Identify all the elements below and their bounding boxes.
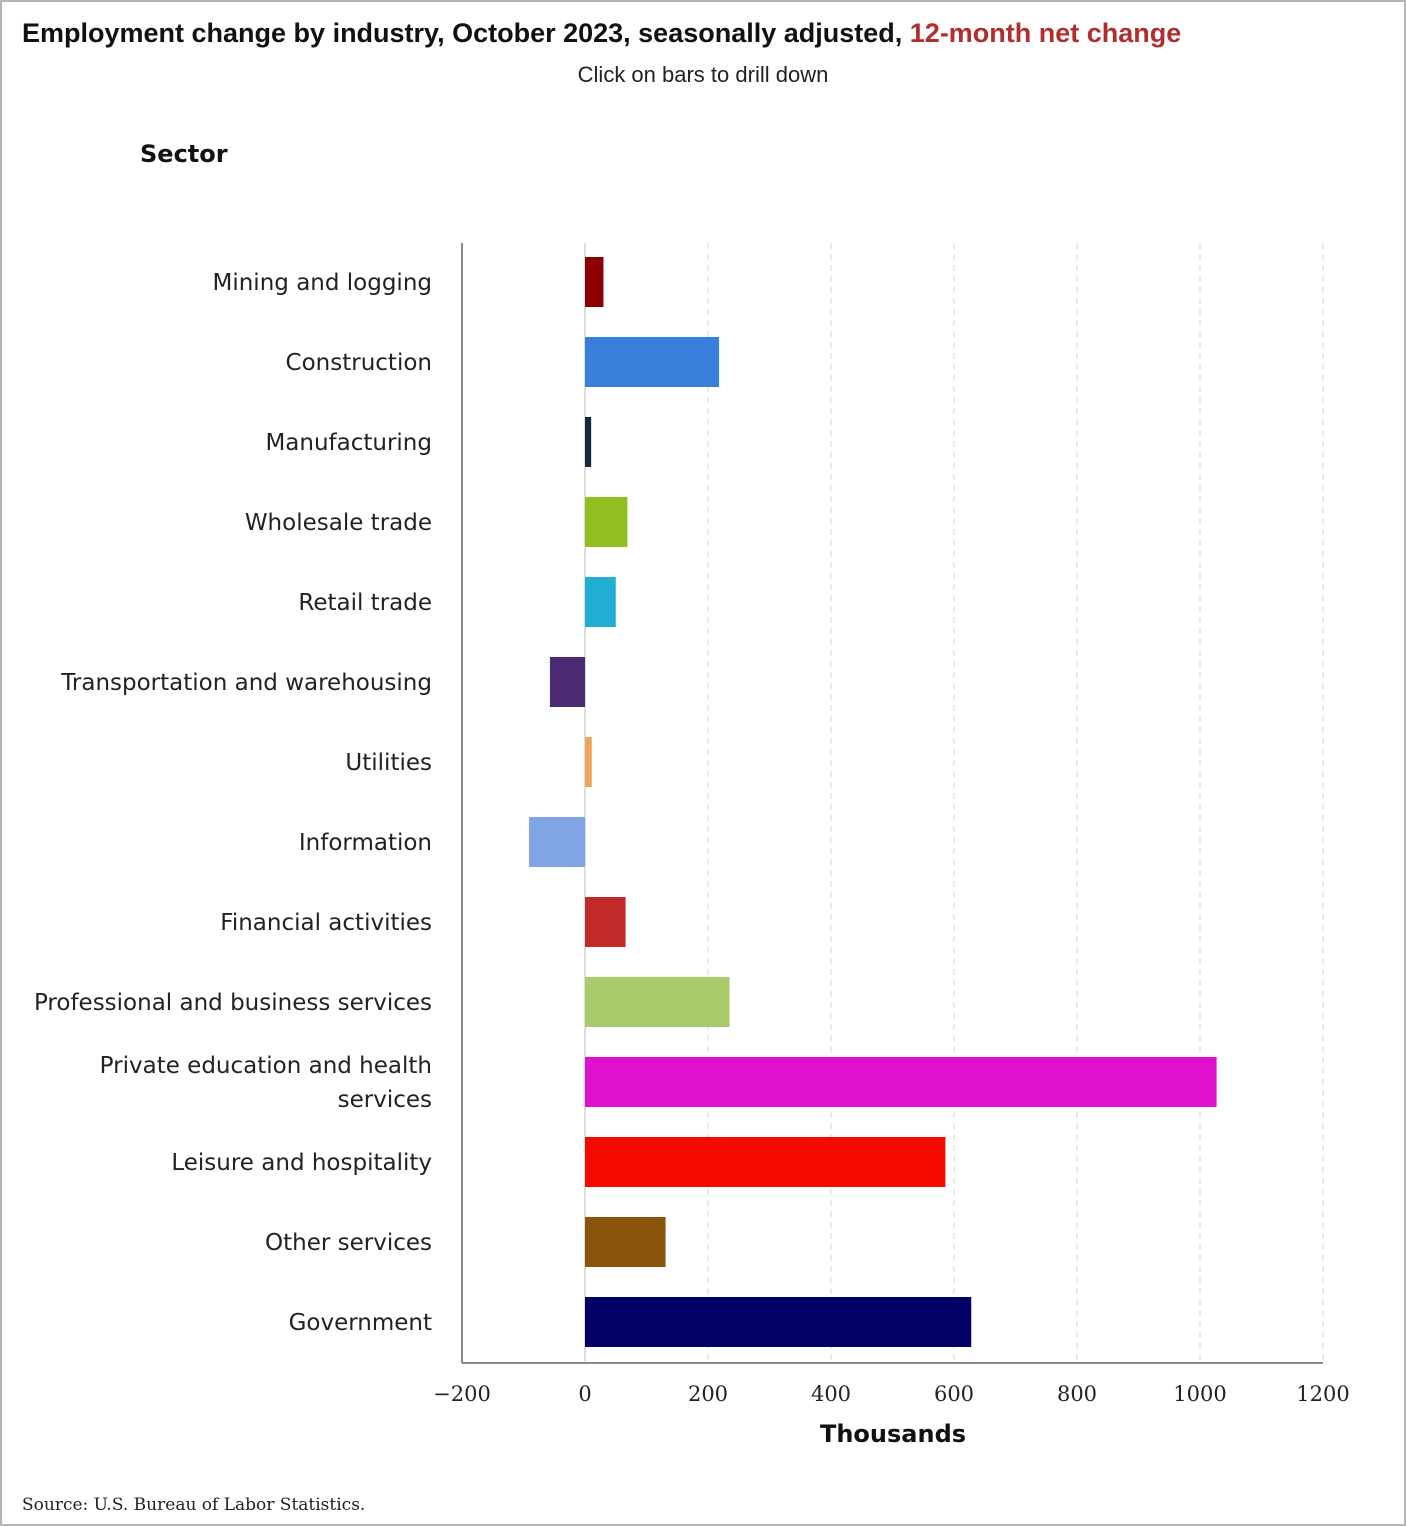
category-label: Financial activities [220, 910, 432, 936]
category-label: Government [289, 1310, 432, 1336]
category-label-line: Utilities [345, 750, 432, 776]
category-label: Manufacturing [265, 430, 432, 456]
x-tick-label: 1000 [1173, 1382, 1226, 1406]
category-label: Wholesale trade [245, 510, 432, 536]
bar-professional-and-business-services[interactable] [585, 977, 730, 1027]
tick-labels: −200 0 200 400 600 800 1000 1200 [433, 1382, 1350, 1406]
bar-utilities[interactable] [585, 737, 592, 787]
category-label: Retail trade [298, 590, 432, 616]
bar-transportation-and-warehousing[interactable] [550, 657, 585, 707]
x-tick-label: 200 [688, 1382, 728, 1406]
bar-financial-activities[interactable] [585, 897, 626, 947]
axes [462, 243, 1323, 1363]
category-label-line: Leisure and hospitality [171, 1150, 432, 1176]
x-tick-label: 1200 [1296, 1382, 1349, 1406]
category-label: Leisure and hospitality [171, 1150, 432, 1176]
category-label-line: Professional and business services [34, 990, 432, 1016]
x-axis-title: Thousands [0, 1420, 1406, 1448]
source-note: Source: U.S. Bureau of Labor Statistics. [22, 1495, 365, 1515]
bar-mining-and-logging[interactable] [585, 257, 603, 307]
category-label: Professional and business services [34, 990, 432, 1016]
category-label-line: Wholesale trade [245, 510, 432, 536]
category-label: Utilities [345, 750, 432, 776]
category-label-line: Information [299, 830, 432, 856]
category-label-line: Financial activities [220, 910, 432, 936]
category-label: Mining and logging [213, 270, 433, 296]
bar-government[interactable] [585, 1297, 971, 1347]
bar-private-education-and-health-services[interactable] [585, 1057, 1217, 1107]
category-label: Transportation and warehousing [60, 670, 432, 696]
bar-other-services[interactable] [585, 1217, 666, 1267]
bars [529, 257, 1217, 1347]
bar-construction[interactable] [585, 337, 719, 387]
x-tick-label: 0 [578, 1382, 591, 1406]
x-tick-label: −200 [433, 1382, 491, 1406]
bar-wholesale-trade[interactable] [585, 497, 627, 547]
category-label-line: Private education and health [100, 1053, 432, 1079]
category-label-line: Manufacturing [265, 430, 432, 456]
category-label-line: Mining and logging [213, 270, 433, 296]
gridlines [585, 243, 1323, 1363]
category-label-line: Construction [286, 350, 432, 376]
x-tick-label: 800 [1057, 1382, 1097, 1406]
category-label-line: Retail trade [298, 590, 432, 616]
bar-information[interactable] [529, 817, 585, 867]
bar-leisure-and-hospitality[interactable] [585, 1137, 945, 1187]
bar-chart: Mining and logging Construction Manufactur… [0, 0, 1406, 1526]
bar-retail-trade[interactable] [585, 577, 616, 627]
category-label-line: Government [289, 1310, 432, 1336]
x-tick-label: 600 [934, 1382, 974, 1406]
category-label-line: services [338, 1087, 432, 1113]
category-label-line: Other services [265, 1230, 432, 1256]
category-label: Other services [265, 1230, 432, 1256]
x-tick-label: 400 [811, 1382, 851, 1406]
category-label-line: Transportation and warehousing [60, 670, 432, 696]
category-label: Construction [286, 350, 432, 376]
category-label: Information [299, 830, 432, 856]
category-label: Private education and health services [100, 1053, 432, 1113]
category-labels: Mining and logging Construction Manufactur… [34, 270, 432, 1336]
bar-manufacturing[interactable] [585, 417, 591, 467]
